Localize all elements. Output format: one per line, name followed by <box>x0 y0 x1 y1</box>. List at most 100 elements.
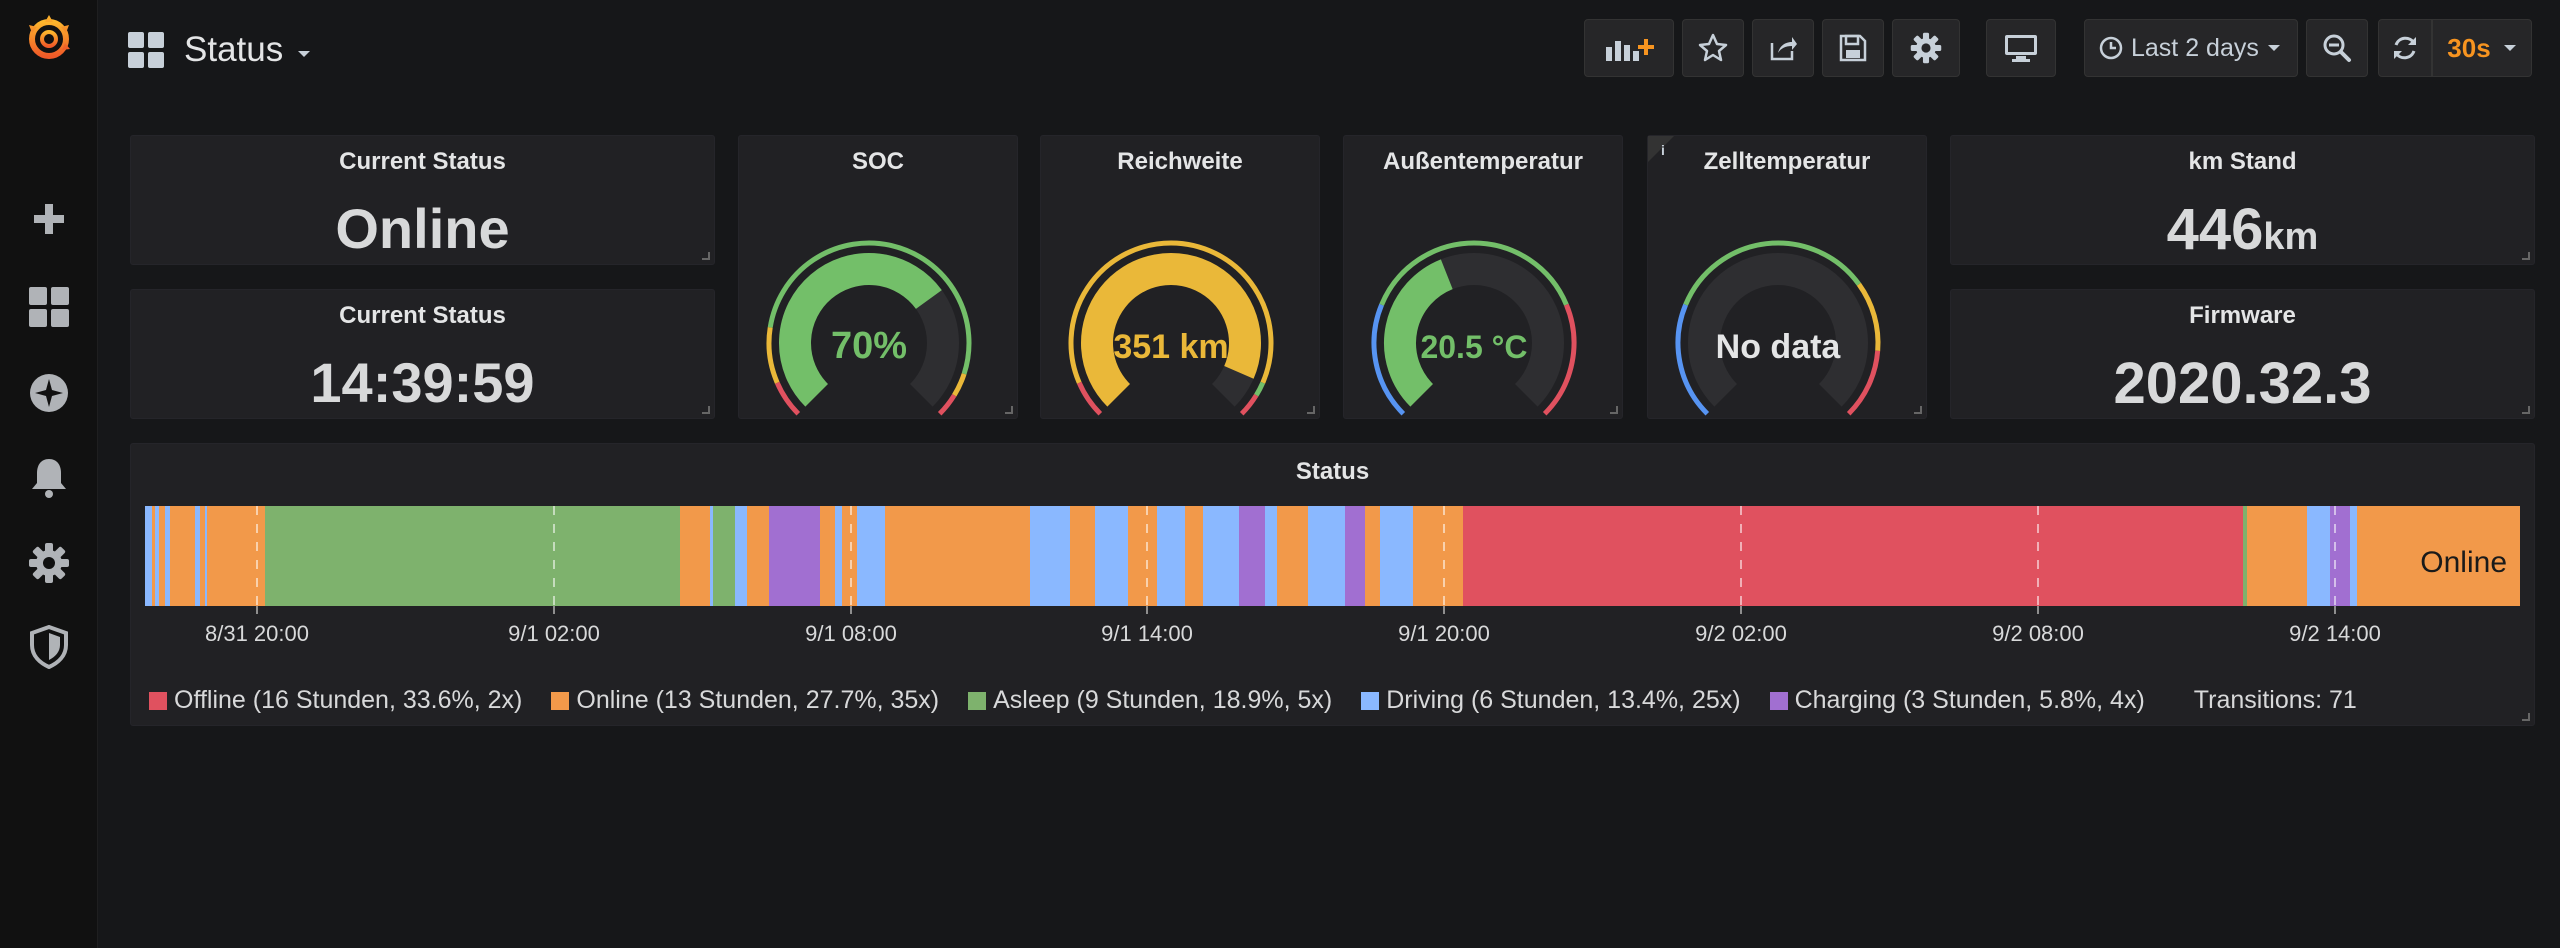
panel-resize-handle[interactable] <box>702 252 710 260</box>
timeline-segment-online[interactable] <box>1365 506 1380 606</box>
timeline-segment-asleep[interactable] <box>2243 506 2247 606</box>
timeline-segment-online[interactable] <box>1185 506 1203 606</box>
timeline-segment-driving[interactable] <box>2307 506 2330 606</box>
timeline-segment-online[interactable] <box>2247 506 2307 606</box>
timeline-segment-online[interactable] <box>985 506 1030 606</box>
refresh-button[interactable] <box>2378 19 2432 77</box>
add-panel-button[interactable] <box>1584 19 1674 77</box>
outside-temp-gauge-panel[interactable]: Außentemperatur 20.5 °C <box>1343 135 1623 419</box>
gear-icon <box>1910 32 1942 64</box>
cell-temp-value: No data <box>1716 328 1842 366</box>
time-range-picker[interactable]: Last 2 days <box>2084 19 2298 77</box>
legend-item[interactable]: Driving (6 Stunden, 13.4%, 25x) <box>1361 686 1741 715</box>
timeline-segment-online[interactable] <box>1070 506 1095 606</box>
timeline-segment-driving[interactable] <box>1308 506 1345 606</box>
timeline-segment-online[interactable] <box>200 506 205 606</box>
timeline-segment-charging[interactable] <box>777 506 820 606</box>
timeline-segment-asleep[interactable] <box>713 506 735 606</box>
timeline-segment-driving[interactable] <box>165 506 170 606</box>
timeline-segment-online[interactable] <box>2357 506 2520 606</box>
panel-resize-handle[interactable] <box>702 406 710 414</box>
panel-resize-handle[interactable] <box>1005 406 1013 414</box>
timeline-segment-online[interactable] <box>1277 506 1308 606</box>
share-dashboard-button[interactable] <box>1752 19 1814 77</box>
grafana-logo-icon[interactable] <box>17 6 81 70</box>
legend-item[interactable]: Online (13 Stunden, 27.7%, 35x) <box>551 686 939 715</box>
gauge-threshold-band <box>1846 350 1881 416</box>
status-timeline-chart[interactable]: Online 8/31 20:00 9/1 02:00 9/1 08:00 9/1 1… <box>145 506 2520 671</box>
save-dashboard-button[interactable] <box>1822 19 1884 77</box>
timeline-segment-online[interactable] <box>1128 506 1157 606</box>
timeline-segment-online[interactable] <box>885 506 985 606</box>
gauge-threshold-band <box>1542 303 1577 416</box>
panel-resize-handle[interactable] <box>1914 406 1922 414</box>
alerting-bell-icon[interactable] <box>17 446 81 510</box>
odometer-panel[interactable]: km Stand 446km <box>1950 135 2535 265</box>
timeline-segment-driving[interactable] <box>145 506 152 606</box>
soc-gauge-panel[interactable]: SOC 70% <box>738 135 1018 419</box>
firmware-panel[interactable]: Firmware 2020.32.3 <box>1950 289 2535 419</box>
timeline-segment-driving[interactable] <box>1380 506 1413 606</box>
timeline-segment-driving[interactable] <box>835 506 842 606</box>
timeline-segment-online[interactable] <box>170 506 195 606</box>
legend-item[interactable]: Offline (16 Stunden, 33.6%, 2x) <box>149 686 522 715</box>
timeline-segment-online[interactable] <box>747 506 769 606</box>
zoom-out-button[interactable] <box>2306 19 2368 77</box>
timeline-segment-online[interactable] <box>207 506 265 606</box>
transitions-count: Transitions: 71 <box>2193 686 2357 714</box>
star-dashboard-button[interactable] <box>1682 19 1744 77</box>
timeline-segment-asleep[interactable] <box>265 506 680 606</box>
timeline-segment-offline[interactable] <box>1463 506 2243 606</box>
current-status-panel[interactable]: Current Status Online <box>130 135 715 265</box>
timeline-segment-driving[interactable] <box>2350 506 2357 606</box>
timeline-segment-online[interactable] <box>842 506 857 606</box>
current-time-value: 14:39:59 <box>310 351 535 414</box>
timeline-segment-online[interactable] <box>152 506 155 606</box>
timeline-segment-charging[interactable] <box>769 506 777 606</box>
panel-resize-handle[interactable] <box>2522 406 2530 414</box>
dashboards-icon[interactable] <box>17 275 81 339</box>
current-state-label: Online <box>2420 546 2507 579</box>
timeline-segment-driving[interactable] <box>1095 506 1128 606</box>
timeline-segment-driving[interactable] <box>735 506 747 606</box>
timeline-segment-driving[interactable] <box>1203 506 1239 606</box>
current-time-panel[interactable]: Current Status 14:39:59 <box>130 289 715 419</box>
refresh-interval-picker[interactable]: 30s <box>2432 19 2532 77</box>
x-axis-tick-label: 9/1 14:00 <box>1101 621 1193 646</box>
timeline-segment-driving[interactable] <box>195 506 200 606</box>
panel-info-corner[interactable] <box>1648 136 1674 162</box>
panel-title: Status <box>1295 458 1370 485</box>
panel-resize-handle[interactable] <box>1610 406 1618 414</box>
timeline-segment-online[interactable] <box>1413 506 1463 606</box>
range-gauge-panel[interactable]: Reichweite 351 km <box>1040 135 1320 419</box>
timeline-segment-online[interactable] <box>159 506 165 606</box>
status-timeline-panel[interactable]: Status Online 8/31 20:00 9/1 02:00 9/1 08:… <box>130 443 2535 726</box>
timeline-segment-driving[interactable] <box>155 506 159 606</box>
explore-compass-icon[interactable] <box>17 361 81 425</box>
legend-item[interactable]: Asleep (9 Stunden, 18.9%, 5x) <box>968 686 1332 715</box>
dashboard-title-picker[interactable]: Status <box>128 22 311 78</box>
timeline-segment-driving[interactable] <box>205 506 207 606</box>
panel-resize-handle[interactable] <box>2522 713 2530 721</box>
timeline-segment-charging[interactable] <box>1345 506 1365 606</box>
legend-label: Offline (16 Stunden, 33.6%, 2x) <box>174 686 523 714</box>
timeline-segment-charging[interactable] <box>1239 506 1265 606</box>
timeline-segment-driving[interactable] <box>1030 506 1070 606</box>
timeline-segment-driving[interactable] <box>710 506 713 606</box>
configuration-gear-icon[interactable] <box>17 531 81 595</box>
timeline-segment-charging[interactable] <box>2330 506 2350 606</box>
timeline-segment-driving[interactable] <box>1157 506 1185 606</box>
plus-icon[interactable] <box>17 187 81 251</box>
timeline-segment-online[interactable] <box>680 506 710 606</box>
timeline-segment-driving[interactable] <box>857 506 885 606</box>
legend-item[interactable]: Charging (3 Stunden, 5.8%, 4x) <box>1769 686 2145 715</box>
panel-resize-handle[interactable] <box>1307 406 1315 414</box>
cell-temp-gauge-panel[interactable]: i Zelltemperatur No data <box>1647 135 1927 419</box>
server-admin-shield-icon[interactable] <box>17 615 81 679</box>
timeline-segment-driving[interactable] <box>1265 506 1277 606</box>
timeline-segment-online[interactable] <box>820 506 835 606</box>
tv-mode-button[interactable] <box>1986 19 2056 77</box>
gauge-value-arc <box>1081 253 1261 407</box>
dashboard-settings-button[interactable] <box>1892 19 1960 77</box>
panel-resize-handle[interactable] <box>2522 252 2530 260</box>
